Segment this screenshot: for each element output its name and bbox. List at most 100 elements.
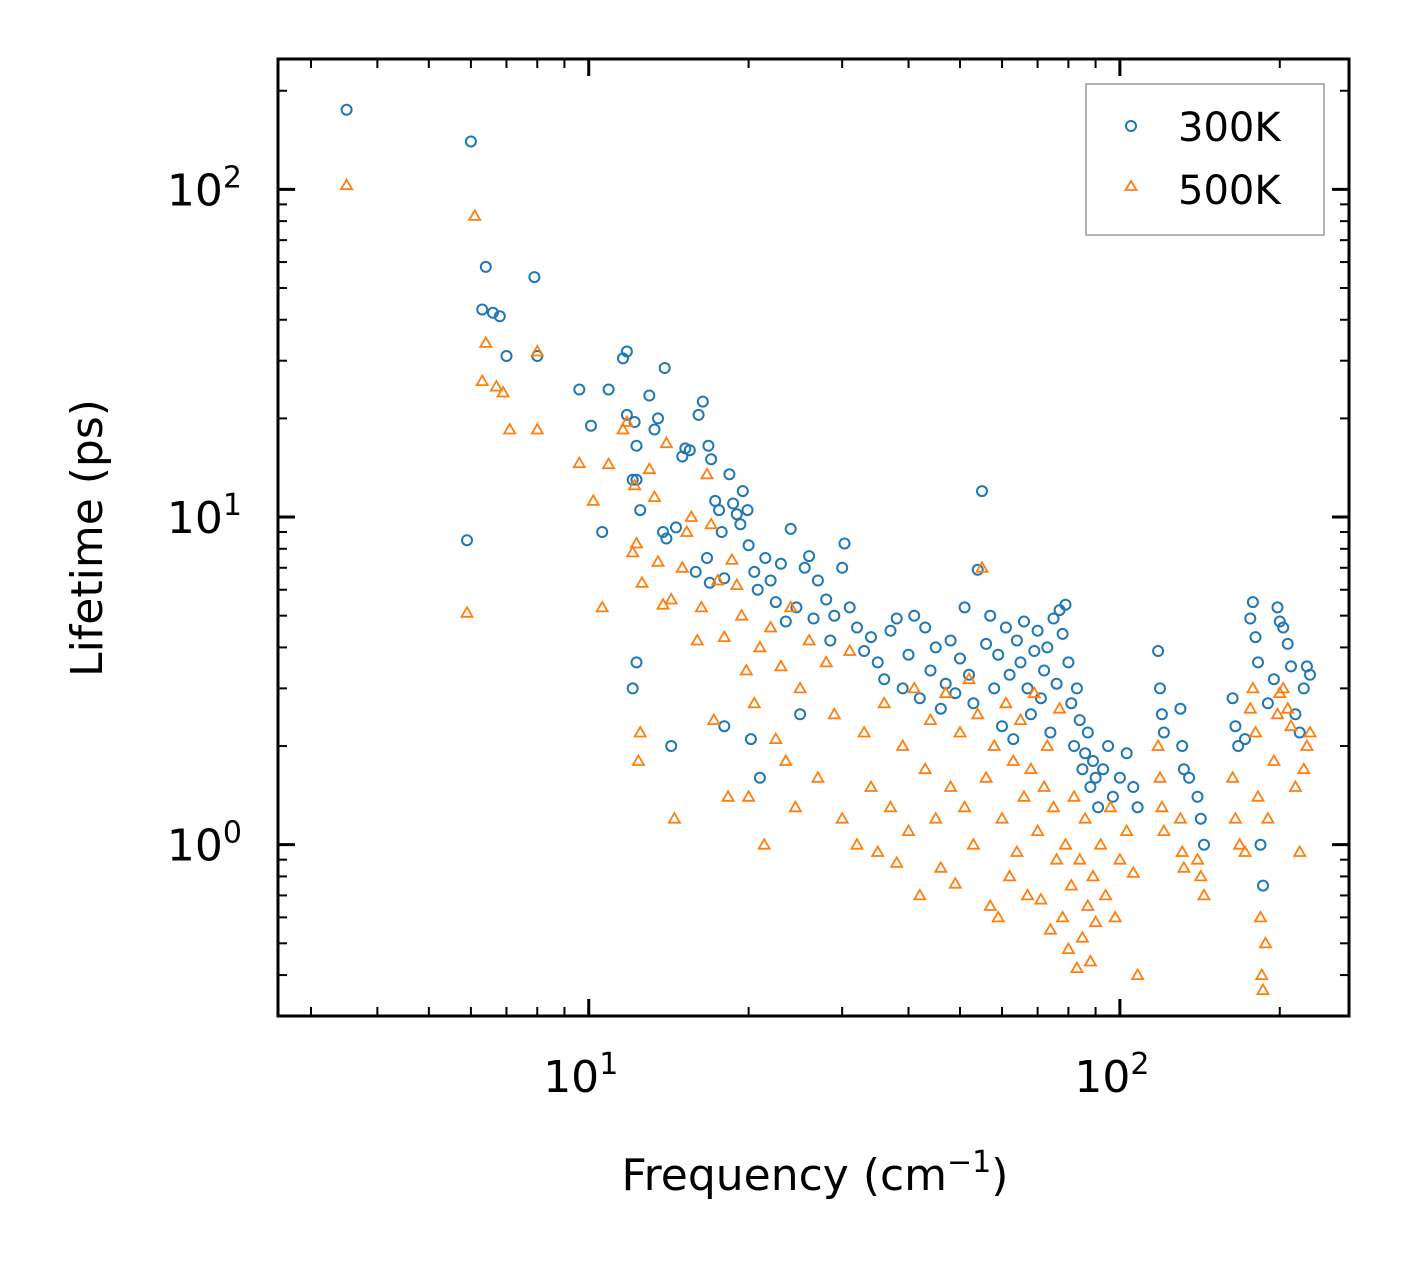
point-300k	[1257, 879, 1269, 892]
point-300k	[1062, 656, 1075, 669]
point-300k	[1102, 740, 1115, 752]
point-500k	[1283, 718, 1299, 732]
point-300k	[865, 631, 877, 644]
point-500k	[717, 629, 732, 642]
point-300k	[1261, 697, 1274, 710]
point-500k	[475, 373, 490, 387]
point-300k	[1113, 771, 1126, 784]
point-300k	[703, 576, 716, 589]
point-500k	[938, 685, 953, 699]
point-500k	[706, 712, 721, 725]
point-300k	[871, 656, 884, 669]
point-300k	[934, 702, 947, 715]
y-tick-label: 102	[167, 160, 242, 216]
point-500k	[1175, 844, 1190, 857]
point-500k	[1016, 789, 1032, 802]
point-500k	[1232, 837, 1247, 850]
point-500k	[1266, 753, 1281, 766]
point-500k	[633, 725, 648, 738]
point-500k	[679, 524, 694, 537]
point-300k	[683, 444, 696, 457]
point-500k	[857, 725, 872, 738]
x-tick-label: 101	[543, 1047, 618, 1103]
point-500k	[629, 536, 644, 549]
point-500k	[895, 738, 910, 751]
point-500k	[1119, 823, 1134, 836]
point-300k	[630, 656, 643, 669]
point-300k	[878, 673, 891, 686]
point-500k	[1245, 681, 1260, 694]
point-300k	[1176, 740, 1189, 752]
point-500k	[1013, 712, 1028, 725]
point-500k	[889, 855, 904, 868]
point-500k	[530, 344, 545, 357]
point-300k	[1246, 596, 1259, 609]
point-500k	[918, 761, 933, 775]
point-500k	[1061, 941, 1076, 954]
point-300k	[949, 687, 962, 700]
point-300k	[723, 468, 736, 481]
point-500k	[970, 707, 985, 720]
point-500k	[1151, 738, 1166, 751]
point-500k	[459, 605, 475, 618]
point-500k	[1173, 811, 1188, 824]
y-axis-label: Lifetime (ps)	[62, 399, 113, 677]
point-500k	[699, 467, 715, 480]
point-500k	[1043, 922, 1058, 935]
point-500k	[1253, 910, 1268, 923]
point-500k	[1058, 837, 1073, 850]
point-500k	[489, 379, 504, 392]
point-500k	[1228, 811, 1243, 824]
point-300k	[1087, 755, 1099, 767]
point-300k	[718, 720, 731, 733]
point-300k	[1271, 601, 1284, 614]
point-500k	[961, 671, 977, 685]
point-300k	[992, 648, 1005, 661]
point-300k	[851, 621, 863, 634]
point-300k	[340, 103, 353, 116]
point-500k	[819, 655, 834, 668]
point-300k	[1154, 682, 1166, 695]
point-300k	[751, 583, 764, 596]
point-300k	[1226, 692, 1239, 705]
point-300k	[798, 561, 811, 574]
point-500k	[957, 800, 972, 813]
point-500k	[1296, 761, 1311, 775]
point-300k	[1177, 763, 1190, 776]
point-500k	[1033, 892, 1048, 905]
point-500k	[710, 573, 725, 586]
point-300k	[902, 648, 915, 661]
legend-label-500k: 500K	[1178, 168, 1282, 214]
point-500k	[615, 422, 631, 435]
point-300k	[1281, 637, 1294, 650]
point-300k	[1041, 641, 1054, 654]
point-300k	[1038, 664, 1051, 677]
point-300k	[790, 601, 803, 614]
point-500k	[1108, 910, 1123, 923]
point-500k	[1098, 888, 1113, 901]
point-500k	[923, 712, 938, 725]
x-axis-label-superscript: −1	[947, 1145, 991, 1180]
point-300k	[896, 682, 909, 695]
point-500k	[729, 577, 744, 590]
point-500k	[1176, 860, 1191, 873]
point-300k	[1018, 615, 1030, 628]
point-500k	[1280, 701, 1295, 714]
point-500k	[928, 811, 943, 824]
point-300k	[1285, 660, 1297, 673]
point-500k	[694, 600, 709, 613]
point-500k	[502, 422, 517, 435]
point-300k	[701, 552, 713, 564]
point-500k	[877, 696, 892, 709]
point-300k	[759, 552, 772, 564]
point-300k	[727, 497, 740, 510]
point-500k	[747, 696, 762, 709]
point-300k	[1289, 708, 1302, 721]
point-500k	[883, 800, 898, 813]
point-500k	[1299, 738, 1314, 751]
point-300k	[705, 453, 718, 466]
point-500k	[1083, 954, 1098, 967]
point-300k	[769, 596, 782, 609]
point-300k	[1047, 612, 1060, 625]
point-500k	[1248, 725, 1263, 738]
